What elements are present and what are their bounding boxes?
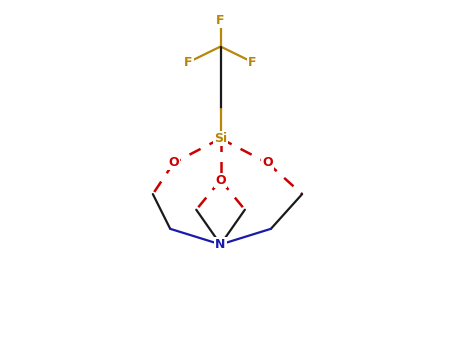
Text: F: F xyxy=(248,56,257,69)
Text: O: O xyxy=(262,156,273,169)
Text: F: F xyxy=(184,56,193,69)
Text: F: F xyxy=(216,14,225,27)
Text: Si: Si xyxy=(214,132,227,145)
Text: N: N xyxy=(215,238,226,251)
Text: O: O xyxy=(168,156,179,169)
Text: O: O xyxy=(215,174,226,187)
